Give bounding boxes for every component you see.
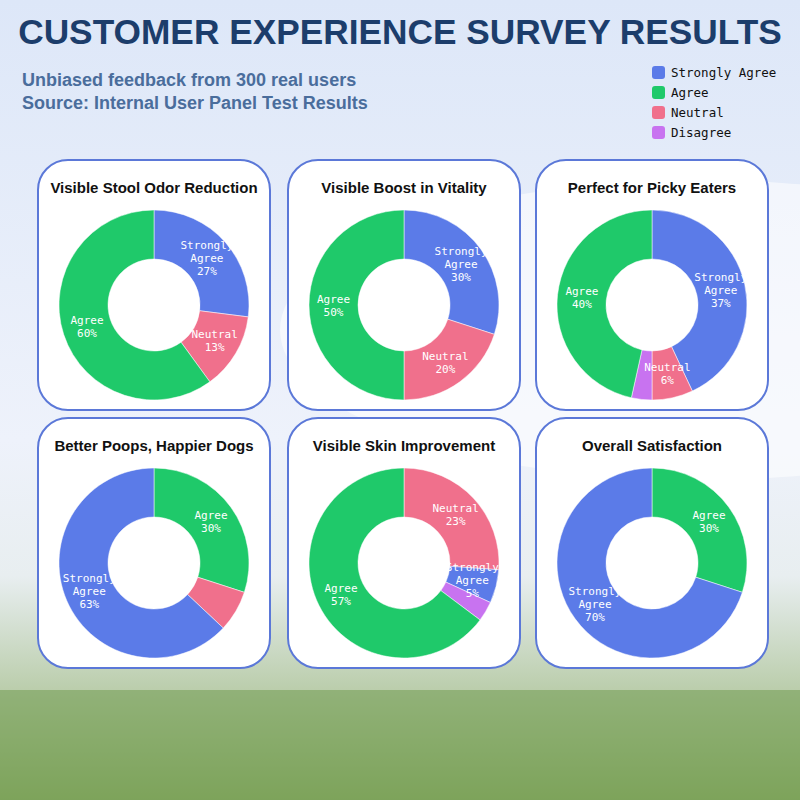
panel-title: Better Poops, Happier Dogs bbox=[54, 437, 253, 454]
slice-category-label: Agree bbox=[317, 293, 350, 306]
legend-swatch bbox=[652, 86, 665, 99]
panel-card bbox=[38, 418, 270, 668]
slice-value-label: 40% bbox=[572, 298, 592, 311]
panel-card bbox=[536, 418, 768, 668]
legend-swatch bbox=[652, 66, 665, 79]
slice-category-label: Neutral bbox=[422, 350, 468, 363]
panel: Visible Boost in Vitality StronglyAgree30… bbox=[288, 160, 520, 410]
slice-value-label: 27% bbox=[197, 265, 217, 278]
slice-category-label: Agree bbox=[692, 509, 725, 522]
slice-value-label: 20% bbox=[436, 363, 456, 376]
panel-card bbox=[536, 160, 768, 410]
slice-value-label: 60% bbox=[77, 327, 97, 340]
panel: Overall Satisfaction Agree30% StronglyAgre… bbox=[536, 418, 768, 668]
slice-value-label: 30% bbox=[451, 271, 471, 284]
slice bbox=[309, 210, 404, 400]
legend-swatch bbox=[652, 106, 665, 119]
slice-category-label: Agree bbox=[70, 314, 103, 327]
slice bbox=[154, 210, 249, 317]
slice bbox=[557, 468, 742, 658]
panel: Better Poops, Happier Dogs Agree30% Strong… bbox=[38, 418, 270, 668]
slice-value-label: 57% bbox=[331, 595, 351, 608]
donut: StronglyAgree27% Neutral13% Agree60% bbox=[59, 210, 249, 400]
donut: Agree30% StronglyAgree63% bbox=[59, 468, 249, 658]
slice-category-label: StronglyAgree bbox=[180, 239, 233, 265]
legend-swatch bbox=[652, 126, 665, 139]
legend-item: Strongly Agree bbox=[652, 65, 776, 80]
donut: StronglyAgree30% Neutral20% Agree50% bbox=[309, 210, 499, 400]
panel-card bbox=[288, 160, 520, 410]
slice-category-label: Agree bbox=[194, 509, 227, 522]
legend-label: Disagree bbox=[671, 125, 731, 140]
slice bbox=[404, 468, 499, 570]
slice-value-label: 63% bbox=[79, 598, 99, 611]
slice-value-label: 30% bbox=[699, 522, 719, 535]
legend-label: Agree bbox=[671, 85, 709, 100]
slice bbox=[404, 210, 499, 334]
slice bbox=[557, 210, 652, 398]
slice-category-label: StronglyAgree bbox=[63, 572, 116, 598]
panel-title: Visible Boost in Vitality bbox=[321, 179, 487, 196]
panel-card bbox=[288, 418, 520, 668]
legend: Strongly Agree Agree Neutral Disagree bbox=[652, 65, 776, 140]
slice-value-label: 6% bbox=[661, 374, 675, 387]
page: CUSTOMER EXPERIENCE SURVEY RESULTS Unbias… bbox=[0, 0, 800, 800]
canvas-svg: CUSTOMER EXPERIENCE SURVEY RESULTS Unbias… bbox=[0, 0, 800, 800]
legend-item: Disagree bbox=[652, 125, 731, 140]
slice-category-label: Agree bbox=[324, 582, 357, 595]
slice-category-label: Neutral bbox=[644, 361, 690, 374]
slice-value-label: 5% bbox=[466, 587, 480, 600]
slice bbox=[154, 468, 249, 592]
slice-category-label: Neutral bbox=[192, 328, 238, 341]
slice-value-label: 23% bbox=[446, 515, 466, 528]
slice-category-label: StronglyAgree bbox=[694, 271, 747, 297]
panel: Visible Stool Odor Reduction StronglyAgre… bbox=[38, 160, 270, 410]
background bbox=[0, 0, 800, 800]
slice-category-label: Agree bbox=[565, 285, 598, 298]
panel-title: Overall Satisfaction bbox=[582, 437, 722, 454]
legend-label: Strongly Agree bbox=[671, 65, 776, 80]
legend-item: Agree bbox=[652, 85, 709, 100]
slice-value-label: 30% bbox=[201, 522, 221, 535]
slice-value-label: 13% bbox=[205, 341, 225, 354]
slice-value-label: 37% bbox=[711, 297, 731, 310]
donut: Neutral23% StronglyAgree5% Agree57% bbox=[309, 468, 499, 658]
slice bbox=[404, 319, 494, 400]
slice-category-label: StronglyAgree bbox=[435, 245, 488, 271]
donut: Agree30% StronglyAgree70% bbox=[557, 468, 747, 658]
page-title: CUSTOMER EXPERIENCE SURVEY RESULTS bbox=[18, 12, 782, 51]
slice bbox=[652, 468, 747, 592]
legend-label: Neutral bbox=[671, 105, 724, 120]
slice-category-label: StronglyAgree bbox=[446, 561, 499, 587]
panel-title: Visible Skin Improvement bbox=[313, 437, 495, 454]
panel: Visible Skin Improvement Neutral23% Strong… bbox=[288, 418, 520, 668]
legend-item: Neutral bbox=[652, 105, 724, 120]
slice bbox=[59, 468, 223, 658]
donut: StronglyAgree37% Neutral6% Agree40% bbox=[557, 210, 748, 400]
subtitle: Unbiased feedback from 300 real users bbox=[22, 70, 356, 90]
slice-value-label: 50% bbox=[324, 306, 344, 319]
panel-title: Perfect for Picky Eaters bbox=[568, 179, 736, 196]
panel-card bbox=[38, 160, 270, 410]
background-grass bbox=[0, 690, 800, 800]
slice-value-label: 70% bbox=[585, 611, 605, 624]
slice-category-label: StronglyAgree bbox=[568, 585, 621, 611]
slice-category-label: Neutral bbox=[432, 502, 478, 515]
panel: Perfect for Picky Eaters StronglyAgree37%… bbox=[536, 160, 768, 410]
subtitle: Source: Internal User Panel Test Results bbox=[22, 93, 368, 113]
panel-title: Visible Stool Odor Reduction bbox=[50, 179, 257, 196]
